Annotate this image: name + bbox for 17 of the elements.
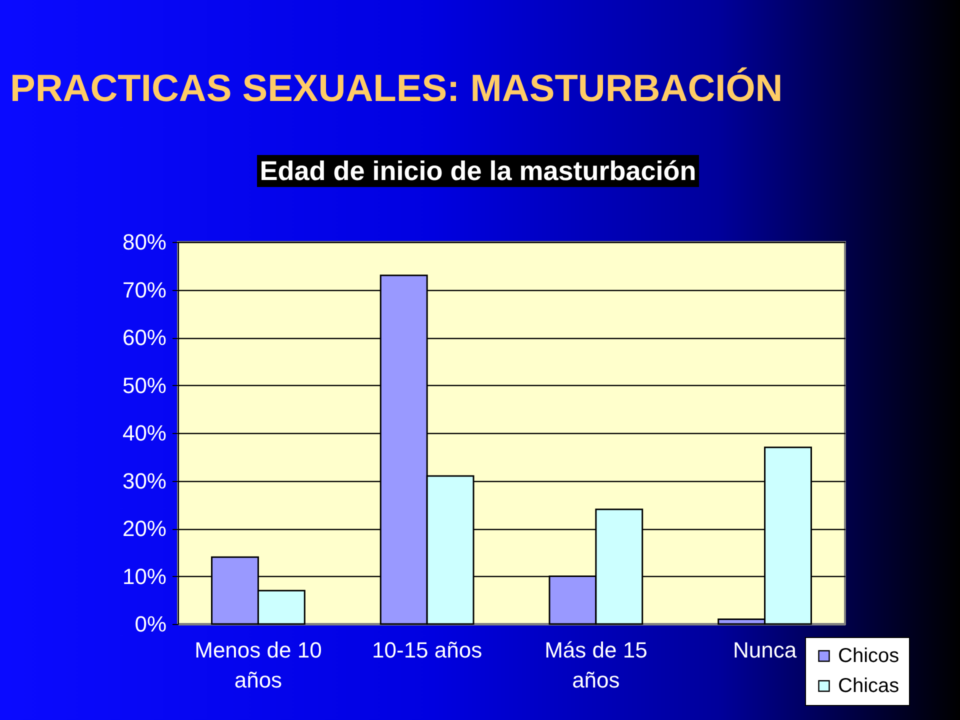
y-tick-label: 10% [122, 564, 166, 589]
y-tick-label: 20% [122, 516, 166, 541]
x-tick-label: 10-15 años [372, 638, 482, 662]
y-tick-label: 40% [122, 420, 166, 446]
y-tick-label: 50% [122, 372, 166, 398]
y-tick-label: 70% [122, 277, 166, 302]
legend-label: Chicos [838, 645, 900, 667]
y-tick-label: 60% [122, 325, 166, 350]
x-tick-label: Más de 15 años [544, 638, 648, 692]
legend-label: Chicas [838, 675, 900, 697]
y-tick-label: 30% [122, 468, 166, 494]
chart-title: PRACTICAS SEXUALES: MASTURBACIÓN [10, 68, 783, 111]
chart-subtitle: Edad de inicio de la masturbación [256, 155, 700, 187]
x-tick-label: Menos de 10 años [194, 638, 322, 692]
y-tick-label: 0% [134, 612, 166, 636]
y-tick-label: 80% [122, 230, 166, 254]
x-tick-label: Nunca [732, 638, 798, 662]
